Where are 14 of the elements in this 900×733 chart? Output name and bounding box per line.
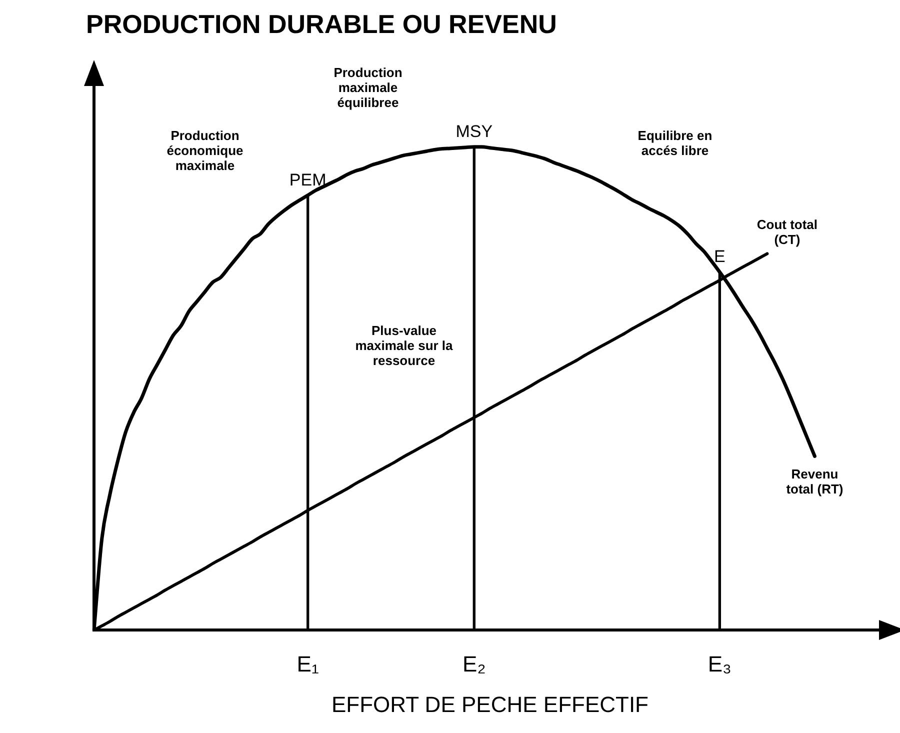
- series-label: Cout total (CT): [756, 216, 818, 247]
- x-tick-label: E₃: [708, 651, 732, 676]
- x-axis-title: EFFORT DE PECHE EFFECTIF: [332, 692, 648, 717]
- text: Production maximale équilibree: [334, 65, 402, 110]
- annotation: Production économique maximale: [166, 128, 244, 174]
- x-tick-label: E₂: [462, 651, 486, 676]
- series-label: Revenu total (RT): [786, 466, 844, 496]
- x-tick-label: E₁: [296, 651, 319, 676]
- annotation: MSY: [456, 122, 493, 142]
- annotation: PEM: [289, 170, 326, 190]
- chart-title: PRODUCTION DURABLE OU REVENU: [86, 8, 557, 39]
- annotation: Equilibre en accés libre: [638, 128, 712, 158]
- annotation: Plus-value maximale sur la ressource: [355, 323, 454, 368]
- annotation: E: [714, 247, 726, 266]
